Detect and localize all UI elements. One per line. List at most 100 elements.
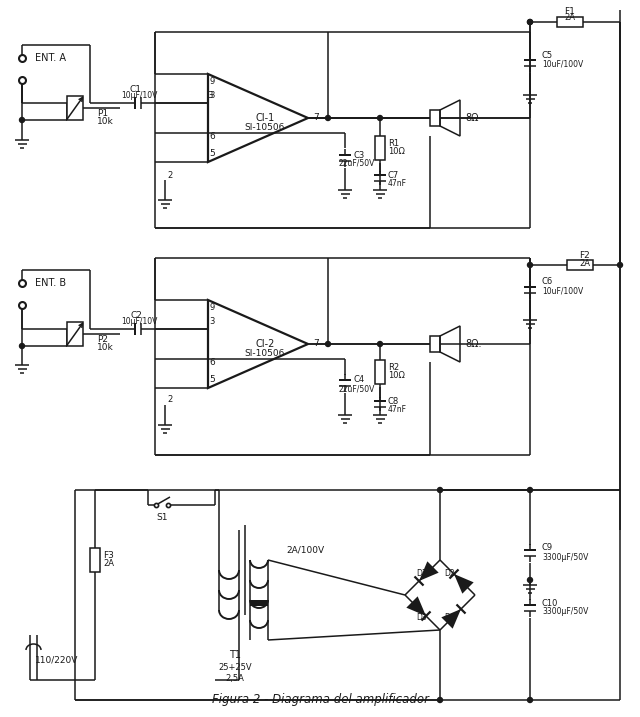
Text: 25+25V: 25+25V [218, 663, 252, 673]
Text: 6: 6 [209, 358, 215, 367]
Circle shape [438, 698, 442, 703]
Text: R2: R2 [388, 363, 399, 371]
Text: D3: D3 [417, 612, 428, 622]
Text: 7: 7 [313, 113, 319, 123]
Text: 10k: 10k [97, 343, 114, 353]
Circle shape [378, 341, 383, 346]
Text: C6: C6 [542, 277, 553, 287]
Text: R1: R1 [388, 138, 399, 148]
Circle shape [527, 488, 532, 493]
Bar [374, 400, 386, 402]
Text: P1: P1 [97, 108, 108, 118]
Bar [134, 97, 136, 109]
Text: 2A: 2A [103, 559, 114, 569]
Text: C1: C1 [130, 85, 142, 93]
Text: D4: D4 [445, 612, 456, 622]
Bar [67, 322, 83, 346]
Bar [557, 17, 583, 27]
Text: 10μF/10V: 10μF/10V [121, 316, 157, 326]
Text: C3: C3 [353, 151, 365, 159]
Text: F3: F3 [103, 551, 114, 559]
Circle shape [527, 19, 532, 24]
Circle shape [527, 698, 532, 703]
Bar [430, 336, 440, 352]
Text: 9: 9 [209, 303, 214, 313]
Text: 2A: 2A [564, 14, 575, 22]
Circle shape [19, 343, 24, 348]
Text: 3300μF/50V: 3300μF/50V [542, 553, 588, 561]
Text: P2: P2 [97, 335, 108, 343]
Bar [524, 604, 536, 606]
Bar [567, 260, 593, 270]
Text: C8: C8 [388, 397, 399, 406]
Bar [374, 174, 386, 176]
Text: CI-1: CI-1 [255, 113, 275, 123]
Bar [339, 379, 351, 381]
Text: C2: C2 [130, 310, 142, 320]
Bar [134, 323, 136, 335]
Bar [375, 360, 385, 384]
Circle shape [19, 118, 24, 123]
Text: C9: C9 [542, 543, 553, 553]
Bar [90, 548, 100, 572]
Text: D1: D1 [417, 569, 428, 577]
Text: C4: C4 [353, 376, 365, 384]
Polygon shape [419, 561, 438, 581]
Bar [375, 136, 385, 160]
Circle shape [527, 577, 532, 582]
Text: 10k: 10k [97, 118, 114, 126]
Text: 5: 5 [209, 150, 215, 158]
Text: 9: 9 [209, 77, 214, 87]
Text: 5: 5 [209, 376, 215, 384]
Bar [250, 600, 268, 606]
Text: 22uF/50V: 22uF/50V [339, 384, 375, 394]
Circle shape [527, 19, 532, 24]
Text: 10μF/10V: 10μF/10V [121, 90, 157, 100]
Polygon shape [406, 597, 426, 616]
Circle shape [618, 262, 623, 267]
Circle shape [326, 341, 330, 346]
Bar [430, 110, 440, 126]
Text: SI-10506: SI-10506 [245, 123, 285, 133]
Circle shape [326, 115, 330, 120]
Bar [524, 286, 536, 288]
Text: 10Ω: 10Ω [388, 371, 405, 381]
Text: 3: 3 [209, 316, 214, 326]
Text: 8Ω: 8Ω [465, 113, 479, 123]
Bar [524, 59, 536, 61]
Text: 8Ω.: 8Ω. [465, 339, 481, 349]
Bar [524, 549, 536, 551]
Text: Figura 2 - Diagrama del amplificador: Figura 2 - Diagrama del amplificador [211, 693, 429, 706]
Text: 10uF/100V: 10uF/100V [542, 287, 583, 295]
Text: ENT. A: ENT. A [35, 53, 66, 63]
Text: C7: C7 [388, 171, 399, 179]
Text: 10Ω: 10Ω [388, 148, 405, 156]
Text: C5: C5 [542, 50, 553, 60]
Text: CI-2: CI-2 [255, 339, 275, 349]
Text: 2,5A: 2,5A [225, 673, 244, 683]
Text: 47nF: 47nF [388, 404, 407, 414]
Text: S1: S1 [156, 513, 168, 521]
Text: ENT. B: ENT. B [35, 278, 66, 288]
Text: 2A: 2A [579, 259, 591, 267]
Text: 10uF/100V: 10uF/100V [542, 60, 583, 69]
Text: 22uF/50V: 22uF/50V [339, 158, 375, 168]
Polygon shape [454, 574, 474, 594]
Text: 2: 2 [168, 396, 173, 404]
Text: F2: F2 [580, 250, 590, 260]
Text: F1: F1 [564, 7, 575, 16]
Bar [339, 154, 351, 156]
Polygon shape [442, 609, 461, 629]
Text: SI-10506: SI-10506 [245, 349, 285, 358]
Circle shape [438, 488, 442, 493]
Text: 6: 6 [209, 133, 215, 141]
Text: 3: 3 [207, 90, 212, 100]
Text: 2A/100V: 2A/100V [286, 546, 324, 554]
Text: 47nF: 47nF [388, 179, 407, 188]
Text: T1: T1 [229, 650, 241, 660]
Circle shape [378, 115, 383, 120]
Circle shape [527, 262, 532, 267]
Text: 3: 3 [209, 90, 214, 100]
Bar [67, 96, 83, 120]
Text: 110/220V: 110/220V [35, 655, 78, 665]
